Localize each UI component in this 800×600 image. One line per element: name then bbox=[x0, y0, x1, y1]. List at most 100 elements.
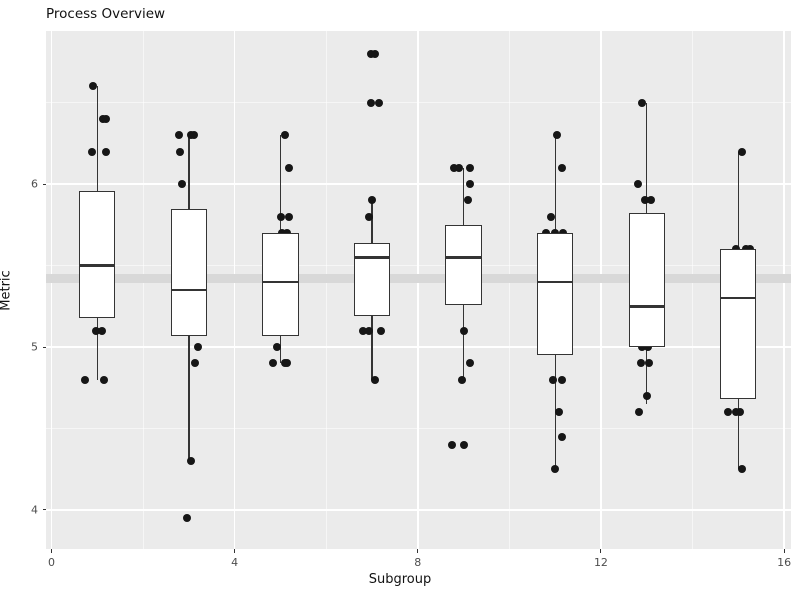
boxplot-box bbox=[79, 190, 116, 318]
jitter-point bbox=[551, 465, 560, 474]
jitter-point bbox=[187, 457, 196, 466]
x-tick-label: 4 bbox=[231, 556, 239, 569]
gridline-major-horizontal bbox=[46, 183, 791, 185]
gridline-major-vertical bbox=[233, 31, 236, 549]
jitter-point bbox=[553, 131, 562, 140]
y-axis-tick bbox=[42, 346, 46, 348]
jitter-point bbox=[737, 465, 746, 474]
jitter-point bbox=[724, 408, 733, 417]
jitter-point bbox=[645, 359, 654, 368]
jitter-point bbox=[283, 359, 292, 368]
boxplot-whisker-lower bbox=[279, 335, 282, 364]
jitter-point bbox=[448, 440, 457, 449]
boxplot-box bbox=[445, 224, 482, 305]
jitter-point bbox=[88, 147, 97, 156]
jitter-point bbox=[190, 131, 199, 140]
x-axis-tick bbox=[783, 549, 785, 553]
y-axis-tick bbox=[42, 509, 46, 511]
boxplot-median bbox=[262, 280, 299, 284]
jitter-point bbox=[98, 326, 107, 335]
gridline-major-vertical bbox=[417, 31, 419, 549]
jitter-point bbox=[547, 212, 556, 221]
reference-band bbox=[46, 273, 791, 284]
jitter-point bbox=[633, 180, 642, 189]
y-tick-label: 5 bbox=[31, 340, 38, 354]
gridline-major-vertical bbox=[50, 31, 53, 549]
jitter-point bbox=[635, 408, 644, 417]
gridline-major-vertical bbox=[600, 31, 602, 549]
gridline-major-vertical bbox=[783, 31, 785, 549]
chart-title: Process Overview bbox=[46, 6, 166, 22]
x-axis-tick bbox=[50, 549, 52, 553]
jitter-point bbox=[191, 359, 200, 368]
boxplot-box bbox=[720, 249, 757, 400]
plot-panel bbox=[46, 31, 791, 549]
gridline-major-horizontal bbox=[46, 509, 791, 511]
jitter-point bbox=[99, 375, 108, 384]
jitter-point bbox=[368, 196, 377, 205]
jitter-point bbox=[558, 375, 567, 384]
jitter-point bbox=[375, 98, 384, 107]
boxplot-median bbox=[628, 305, 665, 308]
boxplot-box bbox=[353, 242, 391, 317]
jitter-point bbox=[642, 391, 651, 400]
y-tick-label: 6 bbox=[31, 177, 38, 191]
gridline-major-horizontal bbox=[46, 346, 791, 348]
jitter-point bbox=[183, 514, 192, 523]
jitter-point bbox=[465, 163, 474, 172]
jitter-point bbox=[636, 359, 645, 368]
jitter-point bbox=[465, 359, 474, 368]
x-tick-label: 8 bbox=[414, 556, 422, 569]
jitter-point bbox=[178, 180, 187, 189]
jitter-point bbox=[175, 131, 184, 140]
boxplot-median bbox=[170, 288, 207, 292]
x-tick-label: 0 bbox=[47, 556, 55, 569]
jitter-point bbox=[273, 343, 282, 351]
jitter-point bbox=[280, 131, 289, 140]
boxplot-whisker-upper bbox=[188, 135, 190, 209]
jitter-point bbox=[554, 408, 563, 417]
jitter-point bbox=[457, 375, 466, 384]
boxplot-box bbox=[537, 232, 574, 356]
boxplot-whisker-upper bbox=[462, 167, 465, 225]
jitter-point bbox=[365, 212, 374, 221]
jitter-point bbox=[102, 114, 111, 123]
x-axis-tick bbox=[600, 549, 602, 553]
boxplot-whisker-lower bbox=[188, 335, 190, 462]
jitter-point bbox=[176, 147, 185, 156]
jitter-point bbox=[459, 440, 468, 449]
jitter-point bbox=[268, 359, 277, 368]
boxplot-median bbox=[353, 256, 391, 259]
jitter-point bbox=[371, 375, 380, 384]
boxplot-box bbox=[262, 232, 299, 336]
jitter-point bbox=[735, 408, 744, 417]
boxplot-box bbox=[170, 208, 207, 336]
jitter-point bbox=[285, 163, 294, 172]
jitter-point bbox=[377, 326, 386, 335]
boxplot-whisker-upper bbox=[554, 135, 556, 233]
jitter-point bbox=[102, 147, 111, 156]
jitter-point bbox=[276, 212, 285, 221]
y-axis-title: Metric bbox=[0, 270, 14, 311]
x-tick-label: 16 bbox=[777, 556, 792, 569]
boxplot-median bbox=[720, 296, 757, 300]
gridline-minor-vertical bbox=[508, 31, 510, 549]
jitter-point bbox=[644, 343, 653, 351]
y-axis-tick bbox=[42, 183, 46, 185]
jitter-point bbox=[459, 326, 468, 335]
boxplot-whisker-lower bbox=[371, 316, 373, 380]
boxplot-whisker-lower bbox=[646, 347, 648, 404]
jitter-point bbox=[646, 196, 655, 205]
y-tick-label: 4 bbox=[31, 503, 38, 517]
boxplot-whisker-upper bbox=[737, 151, 739, 250]
jitter-point bbox=[466, 180, 475, 189]
boxplot-box bbox=[628, 213, 665, 347]
jitter-point bbox=[640, 196, 649, 205]
jitter-point bbox=[89, 82, 98, 91]
x-axis-title: Subgroup bbox=[368, 572, 432, 587]
jitter-point bbox=[557, 163, 566, 172]
jitter-point bbox=[557, 432, 566, 441]
gridline-minor-vertical bbox=[692, 31, 693, 549]
jitter-point bbox=[367, 98, 376, 107]
